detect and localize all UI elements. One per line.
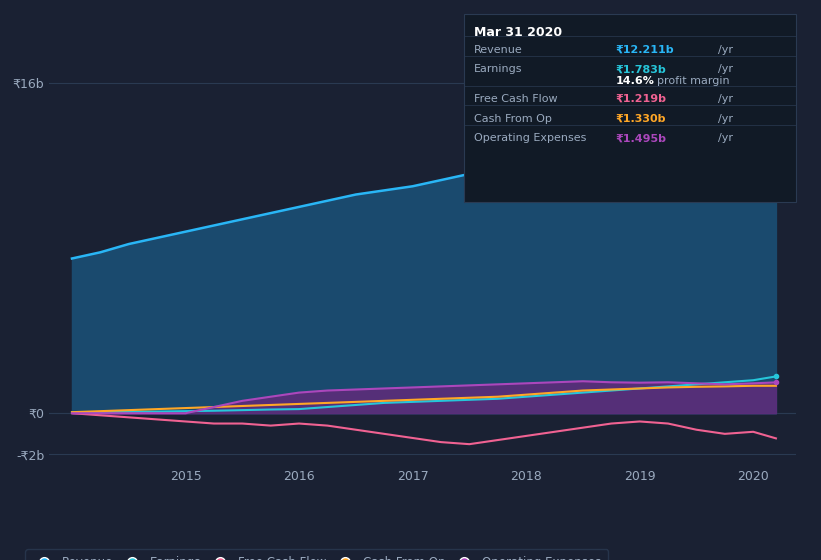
Text: /yr: /yr bbox=[718, 114, 733, 124]
Text: 14.6%: 14.6% bbox=[616, 76, 654, 86]
Text: Cash From Op: Cash From Op bbox=[474, 114, 552, 124]
Text: profit margin: profit margin bbox=[657, 76, 729, 86]
Text: /yr: /yr bbox=[718, 64, 733, 74]
Text: ₹12.211b: ₹12.211b bbox=[616, 45, 674, 55]
Text: Operating Expenses: Operating Expenses bbox=[474, 133, 586, 143]
Text: Earnings: Earnings bbox=[474, 64, 522, 74]
Text: ₹1.783b: ₹1.783b bbox=[616, 64, 667, 74]
Text: ₹1.219b: ₹1.219b bbox=[616, 94, 667, 104]
Text: ₹1.495b: ₹1.495b bbox=[616, 133, 667, 143]
Text: /yr: /yr bbox=[718, 133, 733, 143]
Text: Free Cash Flow: Free Cash Flow bbox=[474, 94, 557, 104]
Text: Revenue: Revenue bbox=[474, 45, 522, 55]
Text: ₹1.330b: ₹1.330b bbox=[616, 114, 667, 124]
Legend: Revenue, Earnings, Free Cash Flow, Cash From Op, Operating Expenses: Revenue, Earnings, Free Cash Flow, Cash … bbox=[25, 549, 608, 560]
Text: /yr: /yr bbox=[718, 45, 733, 55]
Text: Mar 31 2020: Mar 31 2020 bbox=[474, 26, 562, 39]
Text: /yr: /yr bbox=[718, 94, 733, 104]
